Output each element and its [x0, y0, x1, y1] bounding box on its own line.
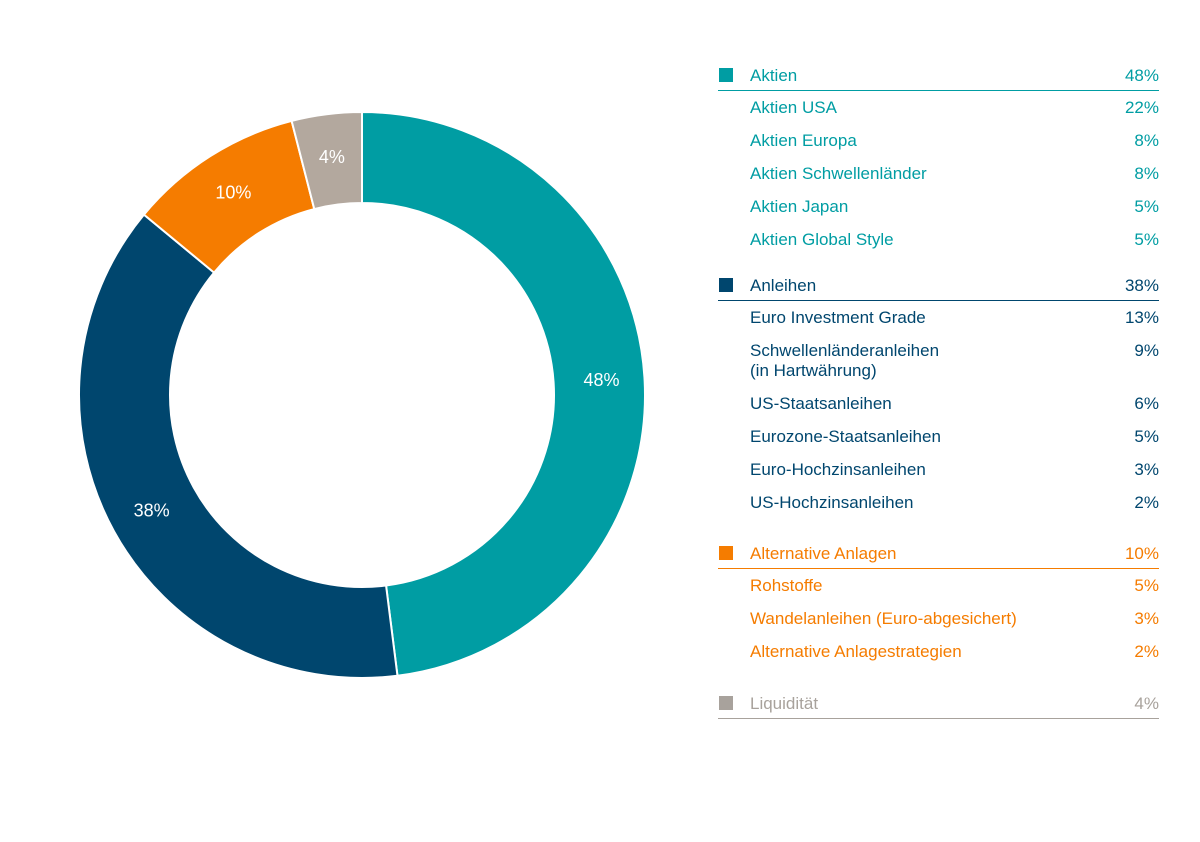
legend-item: Aktien Japan 5% — [718, 190, 1159, 223]
legend-swatch-icon — [719, 68, 733, 82]
legend-item-label: Eurozone-Staatsanleihen — [750, 427, 941, 446]
legend-item-value: 13% — [1124, 308, 1159, 327]
legend-item-value: 8% — [1134, 164, 1159, 183]
legend-group: Anleihen 38% Euro Investment Grade 13% Schwe… — [718, 271, 1159, 519]
legend-item: Wandelanleihen (Euro-abgesichert) 3% — [718, 602, 1159, 635]
legend-item-label: Wandelanleihen (Euro-abgesichert) — [750, 609, 1017, 628]
slice-data-label-0: 48% — [584, 370, 620, 390]
legend-item: Aktien Europa 8% — [718, 124, 1159, 157]
slice-data-label-2: 10% — [215, 182, 251, 202]
legend-item: Alternative Anlagestrategien 2% — [718, 635, 1159, 668]
legend-item: Aktien Schwellenländer 8% — [718, 157, 1159, 190]
legend-item-label: Aktien Global Style — [750, 230, 894, 249]
legend-item-label: Alternative Anlagestrategien — [750, 642, 962, 661]
legend-item-value: 9% — [1134, 341, 1159, 360]
legend-item-value: 5% — [1134, 427, 1159, 446]
legend-group: Alternative Anlagen 10% Rohstoffe 5% Wandela… — [718, 539, 1159, 668]
legend-swatch-icon — [719, 546, 733, 560]
legend-item-label: Aktien USA — [750, 98, 837, 117]
legend-group-header: Aktien 48% — [718, 61, 1159, 91]
legend-group-value: 48% — [1124, 66, 1159, 85]
legend-item: Aktien Global Style 5% — [718, 223, 1159, 256]
legend-item: Schwellenländeranleihen (in Hartwährung)… — [718, 334, 1159, 387]
legend-group-value: 4% — [1134, 694, 1159, 713]
legend-item-label: Aktien Schwellenländer — [750, 164, 927, 183]
legend-item-value: 3% — [1134, 609, 1159, 628]
legend-item-label: Aktien Europa — [750, 131, 857, 150]
legend-item: US-Hochzinsanleihen 2% — [718, 486, 1159, 519]
legend-item-value: 5% — [1134, 576, 1159, 595]
donut-chart: 48% 38% 10% 4% — [78, 110, 646, 679]
legend-item-value: 8% — [1134, 131, 1159, 150]
legend-item-value: 3% — [1134, 460, 1159, 479]
pie-slice-0 — [361, 110, 646, 677]
legend-swatch-icon — [719, 696, 733, 710]
legend-item-label: US-Hochzinsanleihen — [750, 493, 914, 512]
legend-item-label: Euro Investment Grade — [750, 308, 926, 327]
legend-group-label: Alternative Anlagen — [750, 544, 897, 563]
legend-group-value: 10% — [1124, 544, 1159, 563]
legend-group-label: Liquidität — [750, 694, 819, 713]
legend-item-value: 2% — [1134, 642, 1159, 661]
legend-group-header: Liquidität 4% — [718, 689, 1159, 719]
pie-slice-3 — [290, 110, 363, 211]
legend-item: US-Staatsanleihen 6% — [718, 387, 1159, 420]
legend-item-label: US-Staatsanleihen — [750, 394, 892, 413]
legend-group-value: 38% — [1124, 276, 1159, 295]
legend-item-value: 22% — [1124, 98, 1159, 117]
legend-item: Euro Investment Grade 13% — [718, 301, 1159, 334]
legend-item-value: 2% — [1134, 493, 1159, 512]
legend-group-header: Anleihen 38% — [718, 271, 1159, 301]
legend-item: Eurozone-Staatsanleihen 5% — [718, 420, 1159, 453]
legend-group-label: Aktien — [750, 66, 798, 85]
legend-item: Aktien USA 22% — [718, 91, 1159, 124]
legend-item-label: Aktien Japan — [750, 197, 849, 216]
slice-data-label-1: 38% — [134, 501, 170, 521]
legend-group: Liquidität 4% — [718, 689, 1159, 719]
slice-data-label-3: 4% — [319, 147, 345, 167]
legend-group-label: Anleihen — [750, 276, 817, 295]
legend-item-value: 6% — [1134, 394, 1159, 413]
legend-item: Rohstoffe 5% — [718, 569, 1159, 602]
legend-swatch-icon — [719, 278, 733, 292]
legend-group: Aktien 48% Aktien USA 22% Aktien Europa 8% Akt… — [718, 61, 1159, 256]
legend-item: Euro-Hochzinsanleihen 3% — [718, 453, 1159, 486]
legend-item-label: Schwellenländeranleihen (in Hartwährung) — [750, 341, 940, 380]
legend-group-header: Alternative Anlagen 10% — [718, 539, 1159, 569]
legend-item-label: Rohstoffe — [750, 576, 823, 595]
legend-item-value: 5% — [1134, 197, 1159, 216]
pie-slice-1 — [78, 213, 399, 679]
legend-item-value: 5% — [1134, 230, 1159, 249]
legend-item-label: Euro-Hochzinsanleihen — [750, 460, 926, 479]
